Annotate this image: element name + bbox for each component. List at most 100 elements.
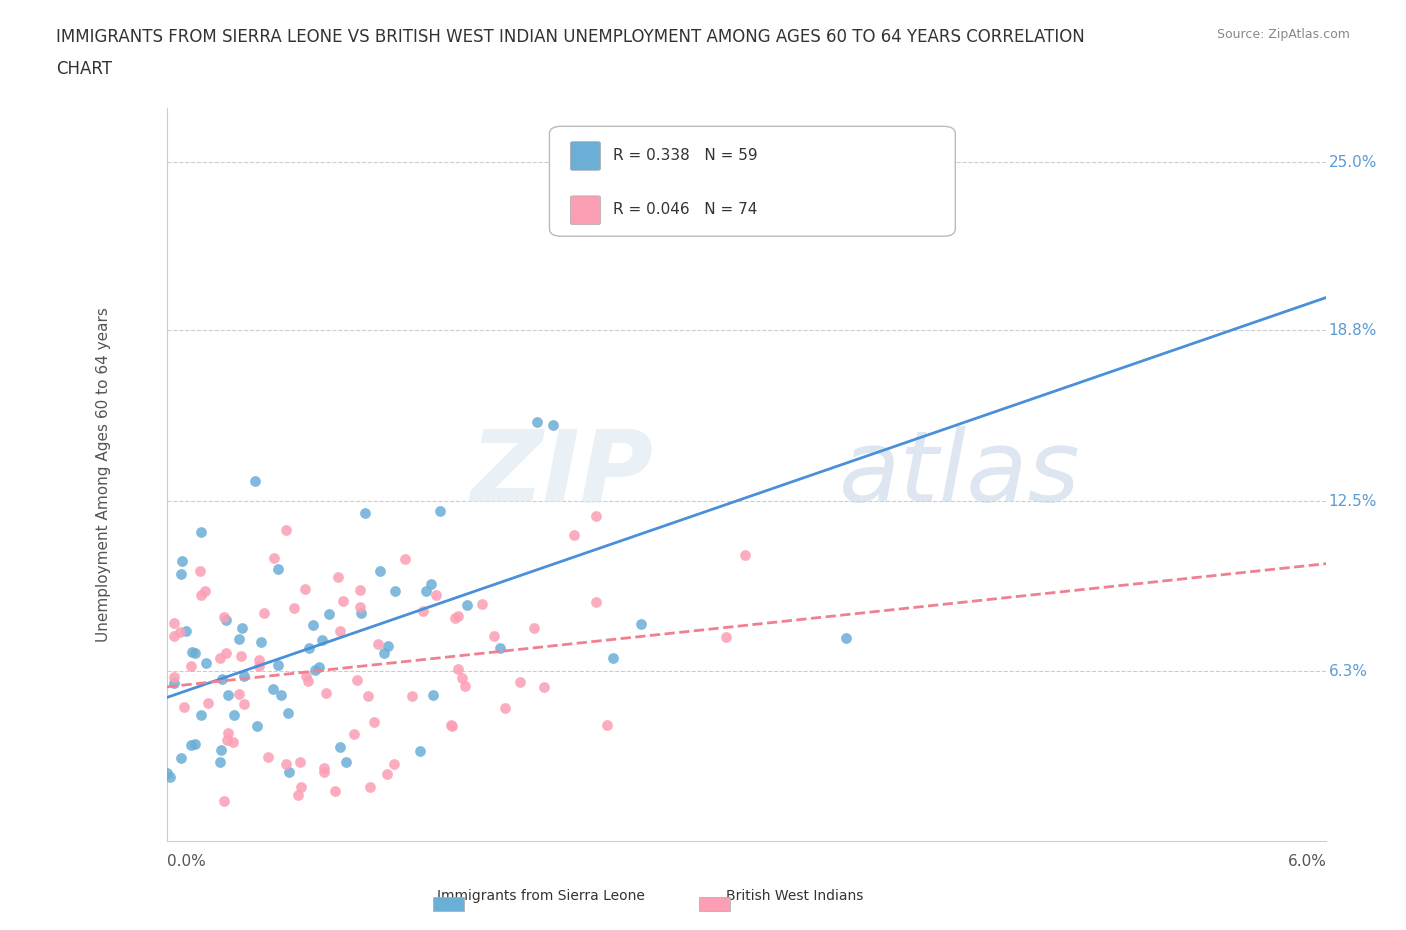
Point	[159, 770, 181, 785]
Point	[482, 629, 505, 644]
Point	[329, 739, 352, 754]
Point	[170, 566, 193, 581]
Point	[382, 757, 405, 772]
Point	[174, 623, 197, 638]
Point	[233, 697, 256, 711]
Point	[585, 508, 607, 523]
Point	[263, 551, 285, 565]
Point	[156, 766, 179, 781]
FancyBboxPatch shape	[571, 141, 600, 170]
Point	[509, 675, 531, 690]
Point	[318, 606, 340, 621]
Point	[298, 641, 321, 656]
Text: 6.3%: 6.3%	[1329, 663, 1368, 679]
Point	[267, 562, 290, 577]
Point	[401, 688, 423, 703]
Point	[308, 659, 330, 674]
Point	[243, 474, 266, 489]
Point	[231, 620, 253, 635]
Point	[190, 525, 212, 539]
Point	[190, 708, 212, 723]
Point	[596, 717, 619, 732]
Text: R = 0.338   N = 59: R = 0.338 N = 59	[613, 148, 758, 163]
Point	[429, 503, 451, 518]
Point	[250, 634, 273, 649]
Point	[217, 687, 239, 702]
Point	[170, 751, 193, 765]
Point	[367, 637, 389, 652]
Point	[602, 651, 624, 666]
Point	[332, 594, 354, 609]
Point	[314, 764, 336, 779]
Point	[257, 750, 280, 764]
Point	[734, 548, 756, 563]
Text: IMMIGRANTS FROM SIERRA LEONE VS BRITISH WEST INDIAN UNEMPLOYMENT AMONG AGES 60 T: IMMIGRANTS FROM SIERRA LEONE VS BRITISH …	[56, 28, 1085, 46]
Point	[263, 682, 285, 697]
Text: Unemployment Among Ages 60 to 64 years: Unemployment Among Ages 60 to 64 years	[96, 307, 111, 642]
FancyBboxPatch shape	[571, 196, 600, 224]
Point	[343, 727, 366, 742]
Point	[267, 658, 290, 672]
Point	[454, 679, 477, 694]
Point	[222, 735, 245, 750]
Point	[425, 588, 447, 603]
Point	[447, 608, 470, 623]
Point	[394, 551, 416, 566]
Point	[304, 662, 326, 677]
Point	[441, 719, 464, 734]
Point	[278, 765, 301, 780]
Point	[170, 554, 193, 569]
Point	[630, 617, 652, 631]
Point	[215, 645, 238, 660]
Point	[179, 737, 201, 752]
Point	[370, 563, 392, 578]
Point	[194, 583, 217, 598]
Point	[163, 615, 186, 630]
Text: Source: ZipAtlas.com: Source: ZipAtlas.com	[1216, 28, 1350, 41]
Point	[377, 639, 399, 654]
Text: 18.8%: 18.8%	[1329, 323, 1376, 338]
Point	[290, 779, 312, 794]
Point	[190, 587, 212, 602]
Point	[287, 788, 309, 803]
Point	[350, 606, 373, 621]
Point	[329, 624, 352, 639]
Point	[533, 680, 555, 695]
Text: 6.0%: 6.0%	[1288, 854, 1326, 869]
Point	[215, 613, 238, 628]
Point	[890, 215, 912, 230]
Point	[173, 699, 195, 714]
Point	[183, 645, 205, 660]
Point	[217, 732, 239, 747]
Point	[375, 766, 398, 781]
Point	[384, 583, 406, 598]
Point	[180, 659, 202, 674]
Point	[373, 645, 395, 660]
Point	[188, 564, 211, 578]
Point	[283, 601, 305, 616]
Point	[422, 687, 444, 702]
Point	[488, 641, 510, 656]
Point	[494, 701, 516, 716]
Point	[276, 757, 298, 772]
Point	[209, 755, 232, 770]
Point	[295, 669, 318, 684]
Point	[353, 506, 375, 521]
Text: 12.5%: 12.5%	[1329, 494, 1376, 509]
Point	[232, 668, 254, 683]
Text: Immigrants from Sierra Leone: Immigrants from Sierra Leone	[437, 889, 645, 903]
Point	[349, 600, 371, 615]
Point	[211, 671, 233, 686]
Point	[270, 687, 292, 702]
Point	[440, 718, 463, 733]
Point	[446, 661, 468, 676]
Point	[714, 630, 737, 644]
Point	[420, 577, 443, 591]
Point	[229, 649, 252, 664]
Point	[451, 671, 474, 685]
Point	[212, 610, 235, 625]
Point	[181, 644, 204, 659]
Point	[222, 707, 245, 722]
Point	[541, 418, 564, 432]
Text: British West Indians: British West Indians	[725, 889, 863, 903]
